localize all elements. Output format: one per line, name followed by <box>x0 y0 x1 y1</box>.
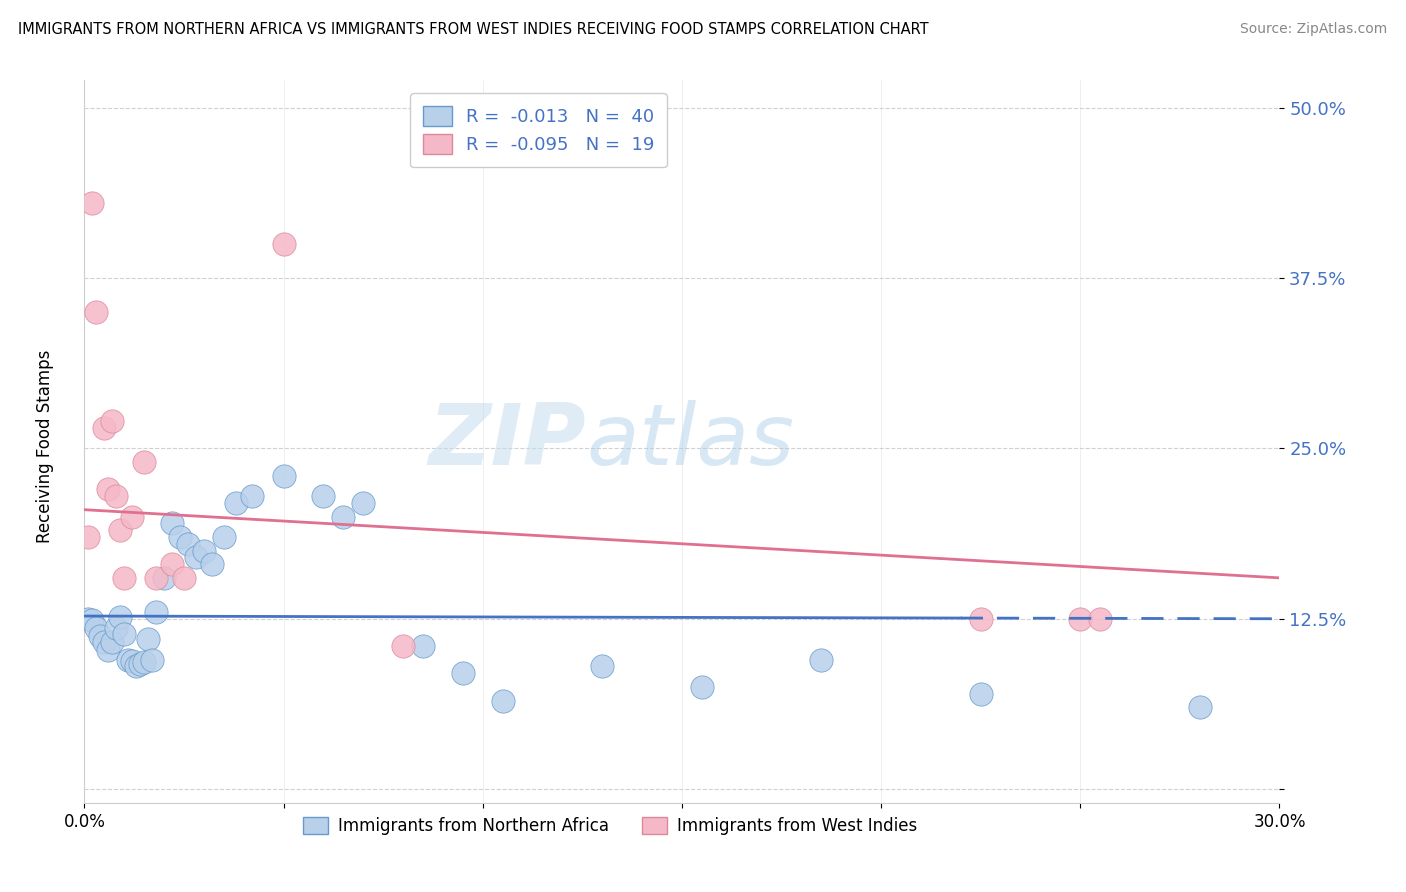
Point <box>201 558 224 572</box>
Point <box>1188 700 1211 714</box>
Point <box>690 680 713 694</box>
Point <box>591 659 613 673</box>
Point <box>77 530 100 544</box>
Point <box>82 613 104 627</box>
Point <box>110 523 132 537</box>
Point <box>1069 612 1091 626</box>
Point <box>97 482 120 496</box>
Point <box>225 496 247 510</box>
Point <box>82 196 104 211</box>
Point <box>112 626 135 640</box>
Point <box>212 530 235 544</box>
Point <box>177 537 200 551</box>
Point <box>89 630 111 644</box>
Legend: Immigrants from Northern Africa, Immigrants from West Indies: Immigrants from Northern Africa, Immigra… <box>297 810 924 841</box>
Point <box>110 610 132 624</box>
Point <box>97 643 120 657</box>
Point <box>273 468 295 483</box>
Point <box>105 621 128 635</box>
Point <box>492 693 515 707</box>
Point <box>77 612 100 626</box>
Point <box>1090 612 1112 626</box>
Point <box>352 496 374 510</box>
Point <box>93 421 115 435</box>
Point <box>193 543 215 558</box>
Point <box>273 236 295 251</box>
Text: Receiving Food Stamps: Receiving Food Stamps <box>37 350 53 542</box>
Point <box>412 639 434 653</box>
Point <box>93 635 115 649</box>
Point <box>132 455 156 469</box>
Point <box>145 571 167 585</box>
Text: ZIP: ZIP <box>429 400 586 483</box>
Point <box>184 550 207 565</box>
Text: atlas: atlas <box>586 400 794 483</box>
Point <box>101 414 124 428</box>
Point <box>153 571 176 585</box>
Point <box>86 621 108 635</box>
Point <box>141 653 163 667</box>
Text: Source: ZipAtlas.com: Source: ZipAtlas.com <box>1240 22 1388 37</box>
Point <box>121 509 143 524</box>
Point <box>970 612 993 626</box>
Point <box>810 653 832 667</box>
Point <box>312 489 335 503</box>
Point <box>173 571 195 585</box>
Point <box>970 687 993 701</box>
Point <box>451 666 474 681</box>
Point <box>86 305 108 319</box>
Point <box>125 659 148 673</box>
Point <box>160 516 183 531</box>
Point <box>112 571 135 585</box>
Point <box>129 657 152 671</box>
Point <box>392 639 415 653</box>
Point <box>121 654 143 668</box>
Point <box>132 656 156 670</box>
Point <box>101 635 124 649</box>
Point <box>169 530 191 544</box>
Point <box>332 509 354 524</box>
Point <box>240 489 263 503</box>
Point <box>105 489 128 503</box>
Point <box>145 605 167 619</box>
Point <box>136 632 159 647</box>
Point <box>160 558 183 572</box>
Point <box>117 653 139 667</box>
Text: IMMIGRANTS FROM NORTHERN AFRICA VS IMMIGRANTS FROM WEST INDIES RECEIVING FOOD ST: IMMIGRANTS FROM NORTHERN AFRICA VS IMMIG… <box>18 22 929 37</box>
